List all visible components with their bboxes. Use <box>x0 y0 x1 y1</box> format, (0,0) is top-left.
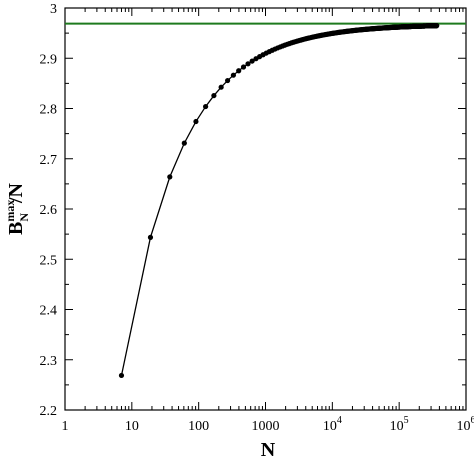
x-tick-label: 100 <box>188 419 209 434</box>
y-tick-label: 2.9 <box>40 52 58 67</box>
x-tick-label: 1 <box>62 419 69 434</box>
data-point <box>218 84 224 90</box>
x-tick-label: 10 <box>125 419 139 434</box>
data-point <box>236 68 242 74</box>
series-line <box>120 24 437 376</box>
y-tick-label: 2.5 <box>40 253 58 268</box>
data-point <box>249 58 255 64</box>
data-point <box>240 64 247 70</box>
y-axis-ticks: 2.2 2.3 2.4 2.5 2.6 2.7 2.8 2.9 3 <box>40 2 466 419</box>
y-tick-label: 2.7 <box>40 153 58 168</box>
data-point <box>147 234 154 240</box>
x-axis-title: N <box>261 439 276 461</box>
x-tick-label: 1000 <box>252 419 280 434</box>
y-tick-label: 2.3 <box>40 354 58 369</box>
x-tick-label: 105 <box>390 415 409 434</box>
data-point <box>193 118 199 125</box>
x-axis-ticks: 1 10 100 1000 104 105 106 <box>62 8 474 434</box>
data-point <box>167 174 173 180</box>
data-point <box>181 140 187 146</box>
data-point <box>225 77 231 84</box>
plot-frame-group <box>64 7 467 411</box>
data-point <box>211 92 217 99</box>
data-point <box>434 23 440 29</box>
x-tick-label: 104 <box>323 415 342 434</box>
data-point <box>118 372 125 379</box>
y-tick-label: 3 <box>50 2 57 17</box>
data-point <box>245 61 251 67</box>
y-tick-label: 2.8 <box>40 103 58 118</box>
plot-frame <box>64 7 467 411</box>
x-tick-label: 106 <box>457 415 474 434</box>
y-axis-title: BmaxN/N <box>3 182 31 235</box>
y-tick-label: 2.6 <box>40 203 58 218</box>
data-point <box>203 103 209 110</box>
y-tick-label: 2.2 <box>40 404 58 419</box>
data-point <box>230 72 237 78</box>
y-tick-label: 2.4 <box>40 304 58 319</box>
y-axis-title-text: BmaxN/N <box>3 182 31 235</box>
series-group <box>118 23 440 379</box>
